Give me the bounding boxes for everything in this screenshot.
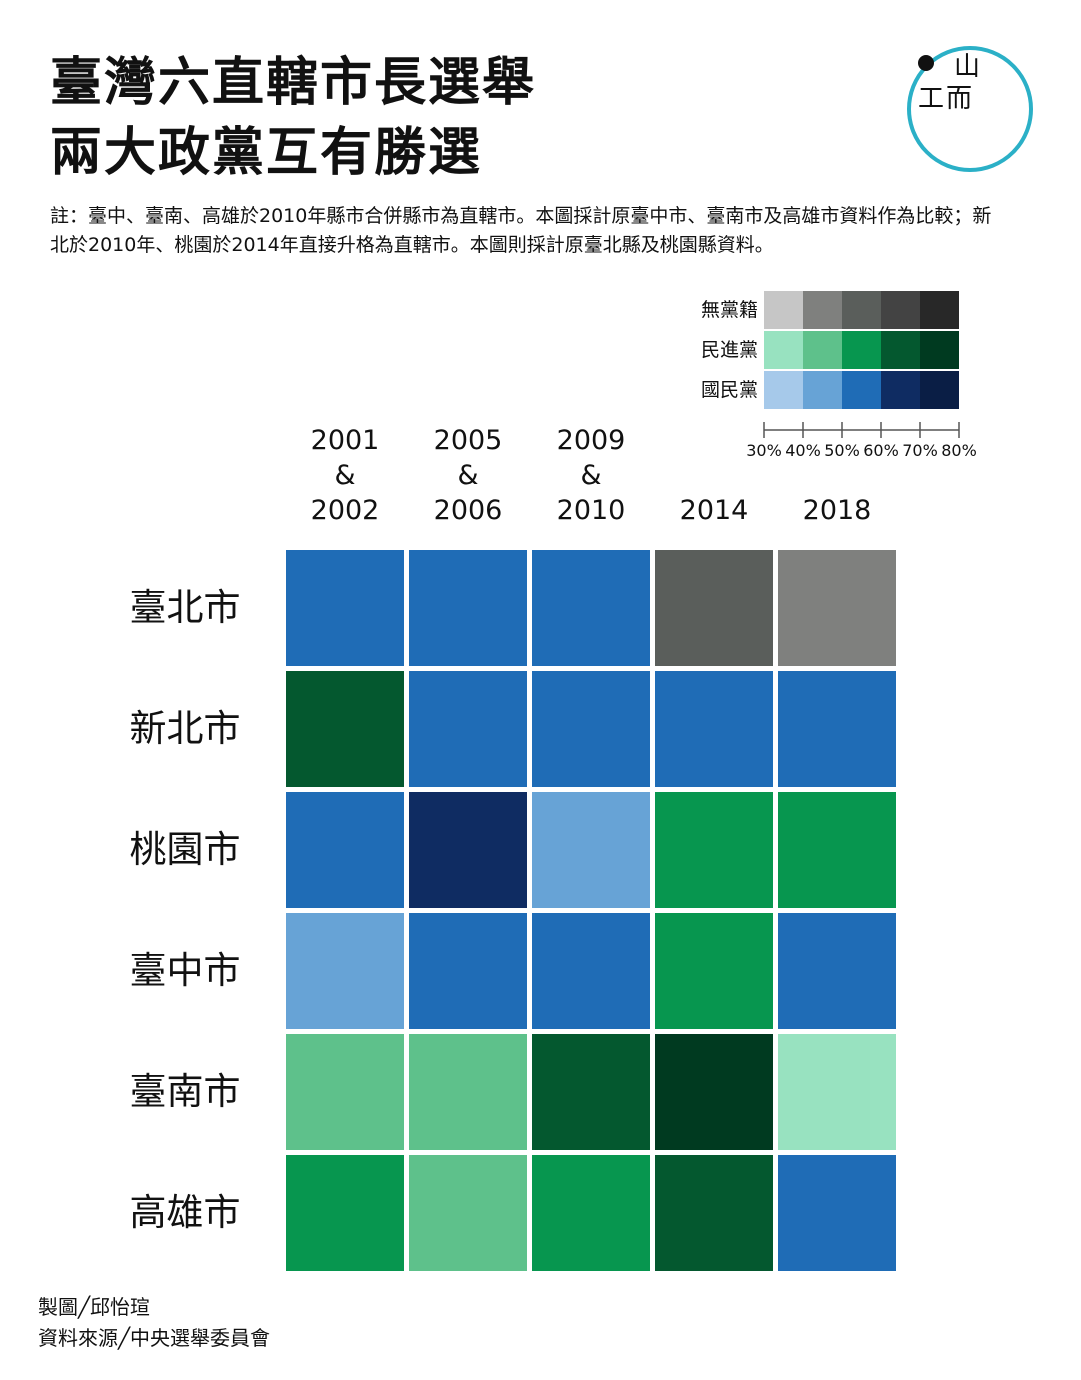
legend-label-independent: 無黨籍 — [700, 299, 758, 321]
column-header: 2001 & 2002 — [285, 423, 405, 528]
row-label: 臺中市 — [129, 949, 241, 992]
heatmap-cell — [655, 550, 773, 666]
logo-glyph-left: 工 — [918, 84, 944, 114]
legend-scale-label: 80% — [941, 441, 977, 460]
column-header-line: 2009 — [556, 425, 626, 456]
column-header-line: 2005 — [433, 425, 503, 456]
column-header-line: 2014 — [679, 495, 749, 526]
row-label: 臺北市 — [129, 586, 241, 629]
heatmap-cell — [778, 792, 896, 908]
heatmap-cell — [409, 1155, 527, 1271]
title-line-2: 兩大政黨互有勝選 — [50, 123, 483, 183]
legend-scale-label: 40% — [785, 441, 821, 460]
row-label: 新北市 — [129, 707, 241, 750]
legend-swatch — [842, 371, 881, 409]
column-header-line: & — [580, 460, 602, 491]
column-header-line: 2018 — [802, 495, 872, 526]
legend-swatch — [920, 291, 959, 329]
logo-icon: 山 工 而 — [906, 45, 1034, 173]
legend-swatch — [764, 291, 803, 329]
column-header: 2009 & 2010 — [531, 423, 651, 528]
legend-label-kmt: 國民黨 — [700, 379, 758, 401]
legend-swatch — [764, 371, 803, 409]
column-header-line: & — [334, 460, 356, 491]
legend-swatch — [803, 331, 842, 369]
legend-scale-label: 50% — [824, 441, 860, 460]
heatmap-cell — [778, 671, 896, 787]
legend-swatch — [803, 371, 842, 409]
row-label: 臺南市 — [129, 1070, 241, 1113]
logo-glyph-top: 山 — [954, 52, 980, 82]
heatmap-cell — [532, 913, 650, 1029]
heatmap-cell — [286, 913, 404, 1029]
color-legend: 無黨籍 民進黨 國民黨 30% 40% 50% 60% 70% 80% — [680, 290, 1000, 470]
credit-author: 製圖╱邱怡瑄 — [38, 1295, 151, 1319]
heatmap-cell — [286, 1155, 404, 1271]
heatmap-cell — [778, 550, 896, 666]
heatmap-cell — [409, 913, 527, 1029]
legend-swatch — [881, 331, 920, 369]
column-header-line: 2006 — [433, 495, 503, 526]
heatmap-cell — [286, 792, 404, 908]
legend-swatch — [920, 371, 959, 409]
credits: 製圖╱邱怡瑄 資料來源╱中央選舉委員會 — [38, 1292, 270, 1354]
legend-swatch — [842, 291, 881, 329]
heatmap-cell — [409, 792, 527, 908]
heatmap-cell — [409, 1034, 527, 1150]
legend-scale-label: 30% — [746, 441, 782, 460]
legend-label-dpp: 民進黨 — [700, 339, 758, 361]
legend-scale-axis — [763, 422, 960, 438]
page-title: 臺灣六直轄市長選舉 兩大政黨互有勝選 — [50, 48, 536, 188]
heatmap-cell — [286, 550, 404, 666]
footnote: 註：臺中、臺南、高雄於2010年縣市合併縣市為直轄市。本圖採計原臺中市、臺南市及… — [50, 205, 992, 256]
legend-swatch — [881, 291, 920, 329]
heatmap-cell — [778, 913, 896, 1029]
credit-source: 資料來源╱中央選舉委員會 — [38, 1326, 271, 1350]
heatmap-cell — [286, 671, 404, 787]
row-label: 高雄市 — [129, 1191, 241, 1234]
column-header-line: & — [457, 460, 479, 491]
heatmap-cell — [409, 550, 527, 666]
heatmap-cell — [286, 1034, 404, 1150]
heatmap-cell — [778, 1034, 896, 1150]
legend-swatch — [842, 331, 881, 369]
column-header-line: 2002 — [310, 495, 380, 526]
column-header-line: 2010 — [556, 495, 626, 526]
heatmap-cell — [532, 550, 650, 666]
heatmap-cell — [778, 1155, 896, 1271]
heatmap-cell — [655, 792, 773, 908]
heatmap-cell — [532, 792, 650, 908]
heatmap-cell — [655, 913, 773, 1029]
column-header: 2018 — [777, 493, 897, 528]
heatmap-cell — [655, 1155, 773, 1271]
heatmap-cell — [532, 1034, 650, 1150]
heatmap-cell — [409, 671, 527, 787]
legend-scale-label: 60% — [863, 441, 899, 460]
legend-swatch — [803, 291, 842, 329]
logo-ring — [907, 46, 1033, 172]
legend-swatch — [764, 331, 803, 369]
title-line-1: 臺灣六直轄市長選舉 — [50, 53, 537, 113]
legend-scale-label: 70% — [902, 441, 938, 460]
heatmap-cell — [655, 671, 773, 787]
legend-swatch — [881, 371, 920, 409]
heatmap-cell — [532, 1155, 650, 1271]
column-header: 2005 & 2006 — [408, 423, 528, 528]
legend-swatch — [920, 331, 959, 369]
heatmap-cell — [532, 671, 650, 787]
column-header: 2014 — [654, 493, 774, 528]
heatmap-cell — [655, 1034, 773, 1150]
logo-glyph-right: 而 — [946, 84, 972, 114]
column-header-line: 2001 — [310, 425, 380, 456]
row-label: 桃園市 — [129, 828, 241, 871]
logo-dot — [918, 55, 934, 71]
